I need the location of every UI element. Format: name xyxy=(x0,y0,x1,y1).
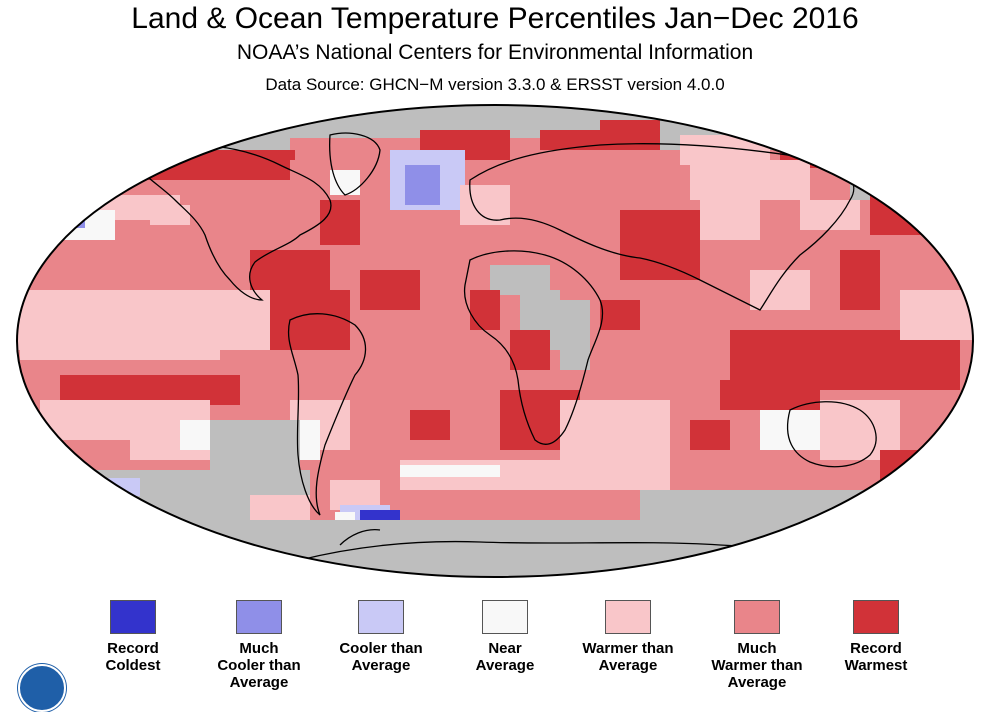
map-cell xyxy=(700,180,760,240)
map-cell xyxy=(320,200,360,245)
legend-swatch xyxy=(734,600,780,634)
map-cell xyxy=(600,120,660,135)
map-cell xyxy=(270,290,350,350)
map-cell xyxy=(900,290,973,340)
legend-item: Warmer than Average xyxy=(558,600,698,674)
map-cell xyxy=(470,290,500,330)
legend-label: Record Coldest xyxy=(105,640,161,674)
map-cell xyxy=(405,165,440,205)
map-subtitle: NOAA’s National Centers for Environmenta… xyxy=(236,41,754,64)
map-cell xyxy=(850,170,900,200)
legend-item: Near Average xyxy=(435,600,575,674)
map-cell xyxy=(400,465,500,477)
map-cell xyxy=(560,400,670,490)
map-cell xyxy=(870,195,970,235)
legend-item: Record Warmest xyxy=(806,600,946,674)
legend-swatch xyxy=(358,600,404,634)
map-cell xyxy=(210,420,300,480)
map-cell xyxy=(90,478,140,496)
temperature-percentile-map xyxy=(16,104,974,578)
coastline xyxy=(329,132,381,196)
coastline xyxy=(786,401,877,468)
legend-swatch xyxy=(853,600,899,634)
legend-item: Much Warmer than Average xyxy=(687,600,827,691)
map-cell xyxy=(150,205,190,225)
map-cell xyxy=(600,300,640,330)
map-cell xyxy=(20,320,220,360)
noaa-logo-icon xyxy=(18,664,66,712)
map-cell xyxy=(410,410,450,440)
map-cell xyxy=(40,400,140,440)
world-map xyxy=(16,104,974,578)
map-cell xyxy=(460,185,510,225)
coastline xyxy=(139,144,332,301)
map-cell xyxy=(760,410,820,450)
legend-swatch xyxy=(482,600,528,634)
coastline xyxy=(469,143,855,311)
coastline xyxy=(339,529,381,546)
map-cell xyxy=(250,250,330,290)
map-cell xyxy=(17,520,973,577)
legend-label: Much Cooler than Average xyxy=(217,640,301,691)
map-cell xyxy=(360,270,420,310)
map-cell xyxy=(880,450,970,490)
map-cell xyxy=(60,212,85,228)
map-cell xyxy=(800,200,860,230)
map-cell xyxy=(750,270,810,310)
legend-label: Record Warmest xyxy=(844,640,908,674)
map-cell xyxy=(120,130,290,150)
legend-item: Record Coldest xyxy=(63,600,203,674)
legend-swatch xyxy=(236,600,282,634)
map-cell xyxy=(690,420,730,450)
legend-label: Near Average xyxy=(475,640,535,674)
legend-label: Warmer than Average xyxy=(582,640,674,674)
map-cell xyxy=(840,250,880,310)
legend-item: Much Cooler than Average xyxy=(189,600,329,691)
map-cell xyxy=(250,495,310,520)
map-title: Land & Ocean Temperature Percentiles Jan… xyxy=(131,2,859,35)
map-cell xyxy=(510,330,550,370)
legend-swatch xyxy=(110,600,156,634)
map-cell xyxy=(620,210,700,280)
map-cell xyxy=(720,380,820,410)
legend-label: Cooler than Average xyxy=(339,640,423,674)
map-cell xyxy=(560,300,590,370)
data-source: Data Source: GHCN−M version 3.3.0 & ERSS… xyxy=(265,75,725,94)
map-cell xyxy=(330,170,360,195)
legend-item: Cooler than Average xyxy=(311,600,451,674)
legend-swatch xyxy=(605,600,651,634)
map-cell xyxy=(300,420,320,460)
coastline xyxy=(287,313,367,516)
globe-outline xyxy=(16,104,974,578)
coastline xyxy=(463,250,604,445)
